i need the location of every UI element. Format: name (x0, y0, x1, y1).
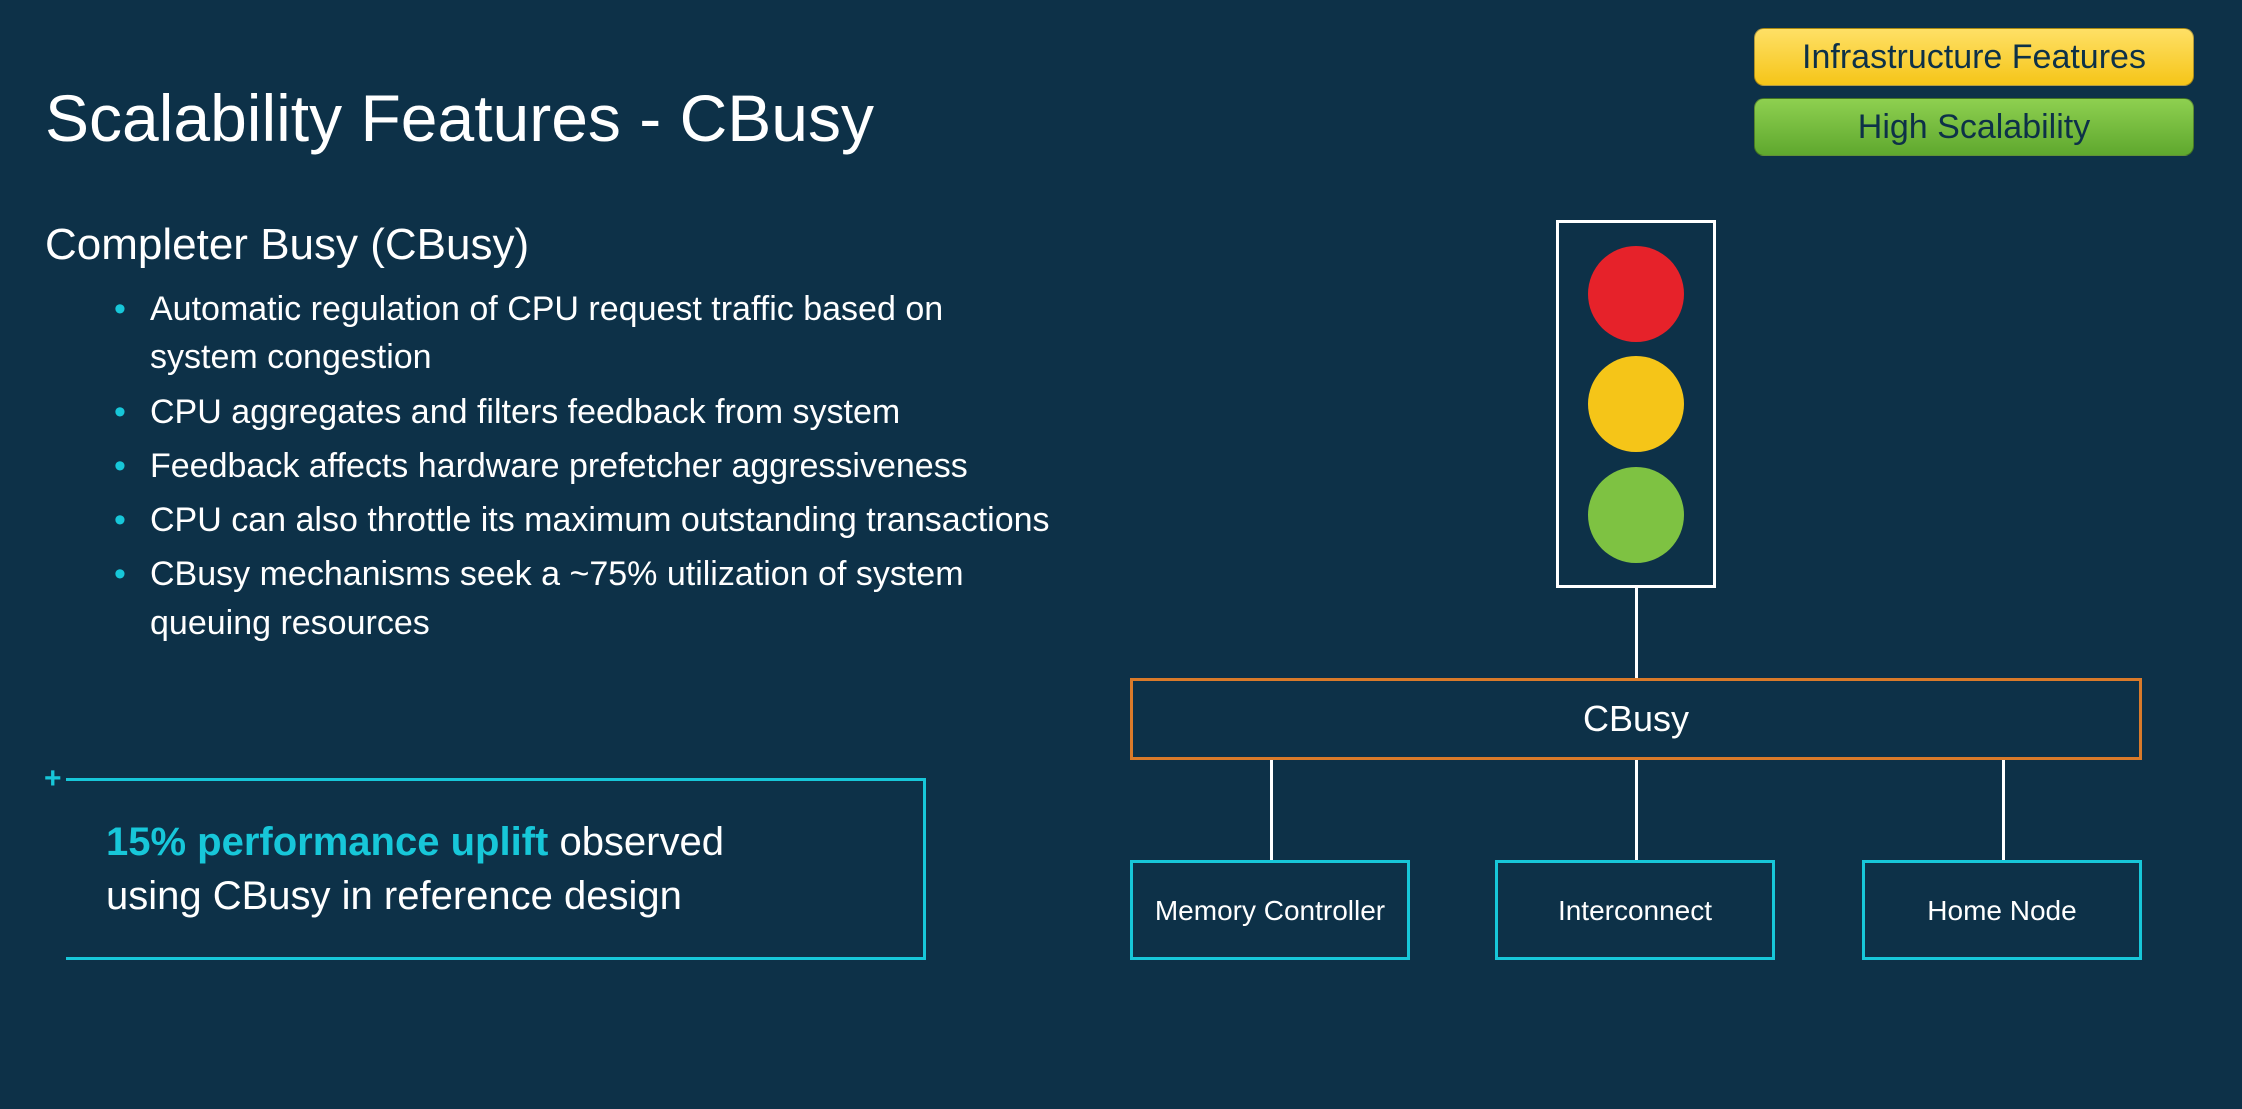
cbusy-root-node: CBusy (1130, 678, 2142, 760)
cbusy-diagram: CBusy Memory Controller Interconnect Hom… (1130, 220, 2160, 1010)
light-green (1588, 467, 1684, 563)
bullet-item: CPU can also throttle its maximum outsta… (150, 496, 1050, 544)
connector-line (1270, 760, 1273, 860)
child-memory-controller: Memory Controller (1130, 860, 1410, 960)
callout-box: 15% performance uplift observed using CB… (66, 778, 926, 960)
bullet-list: Automatic regulation of CPU request traf… (150, 285, 1050, 653)
connector-line (1635, 760, 1638, 860)
light-red (1588, 246, 1684, 342)
badge-infrastructure-features: Infrastructure Features (1754, 28, 2194, 86)
callout-line-1: 15% performance uplift observed (106, 815, 863, 869)
bullet-item: Automatic regulation of CPU request traf… (150, 285, 1050, 382)
connector-line (1635, 588, 1638, 678)
badge-high-scalability: High Scalability (1754, 98, 2194, 156)
bullet-item: CBusy mechanisms seek a ~75% utilization… (150, 550, 1050, 647)
slide-title: Scalability Features - CBusy (45, 80, 874, 156)
section-subtitle: Completer Busy (CBusy) (45, 220, 529, 270)
child-interconnect: Interconnect (1495, 860, 1775, 960)
callout-highlight: 15% performance uplift (106, 820, 548, 864)
child-home-node: Home Node (1862, 860, 2142, 960)
bullet-item: CPU aggregates and filters feedback from… (150, 388, 1050, 436)
callout-rest-1: observed (548, 820, 724, 864)
callout-line-2: using CBusy in reference design (106, 869, 863, 923)
plus-icon: + (44, 762, 62, 796)
traffic-light-icon (1556, 220, 1716, 588)
connector-line (2002, 760, 2005, 860)
light-yellow (1588, 356, 1684, 452)
performance-callout: + 15% performance uplift observed using … (50, 778, 926, 960)
bullet-item: Feedback affects hardware prefetcher agg… (150, 442, 1050, 490)
